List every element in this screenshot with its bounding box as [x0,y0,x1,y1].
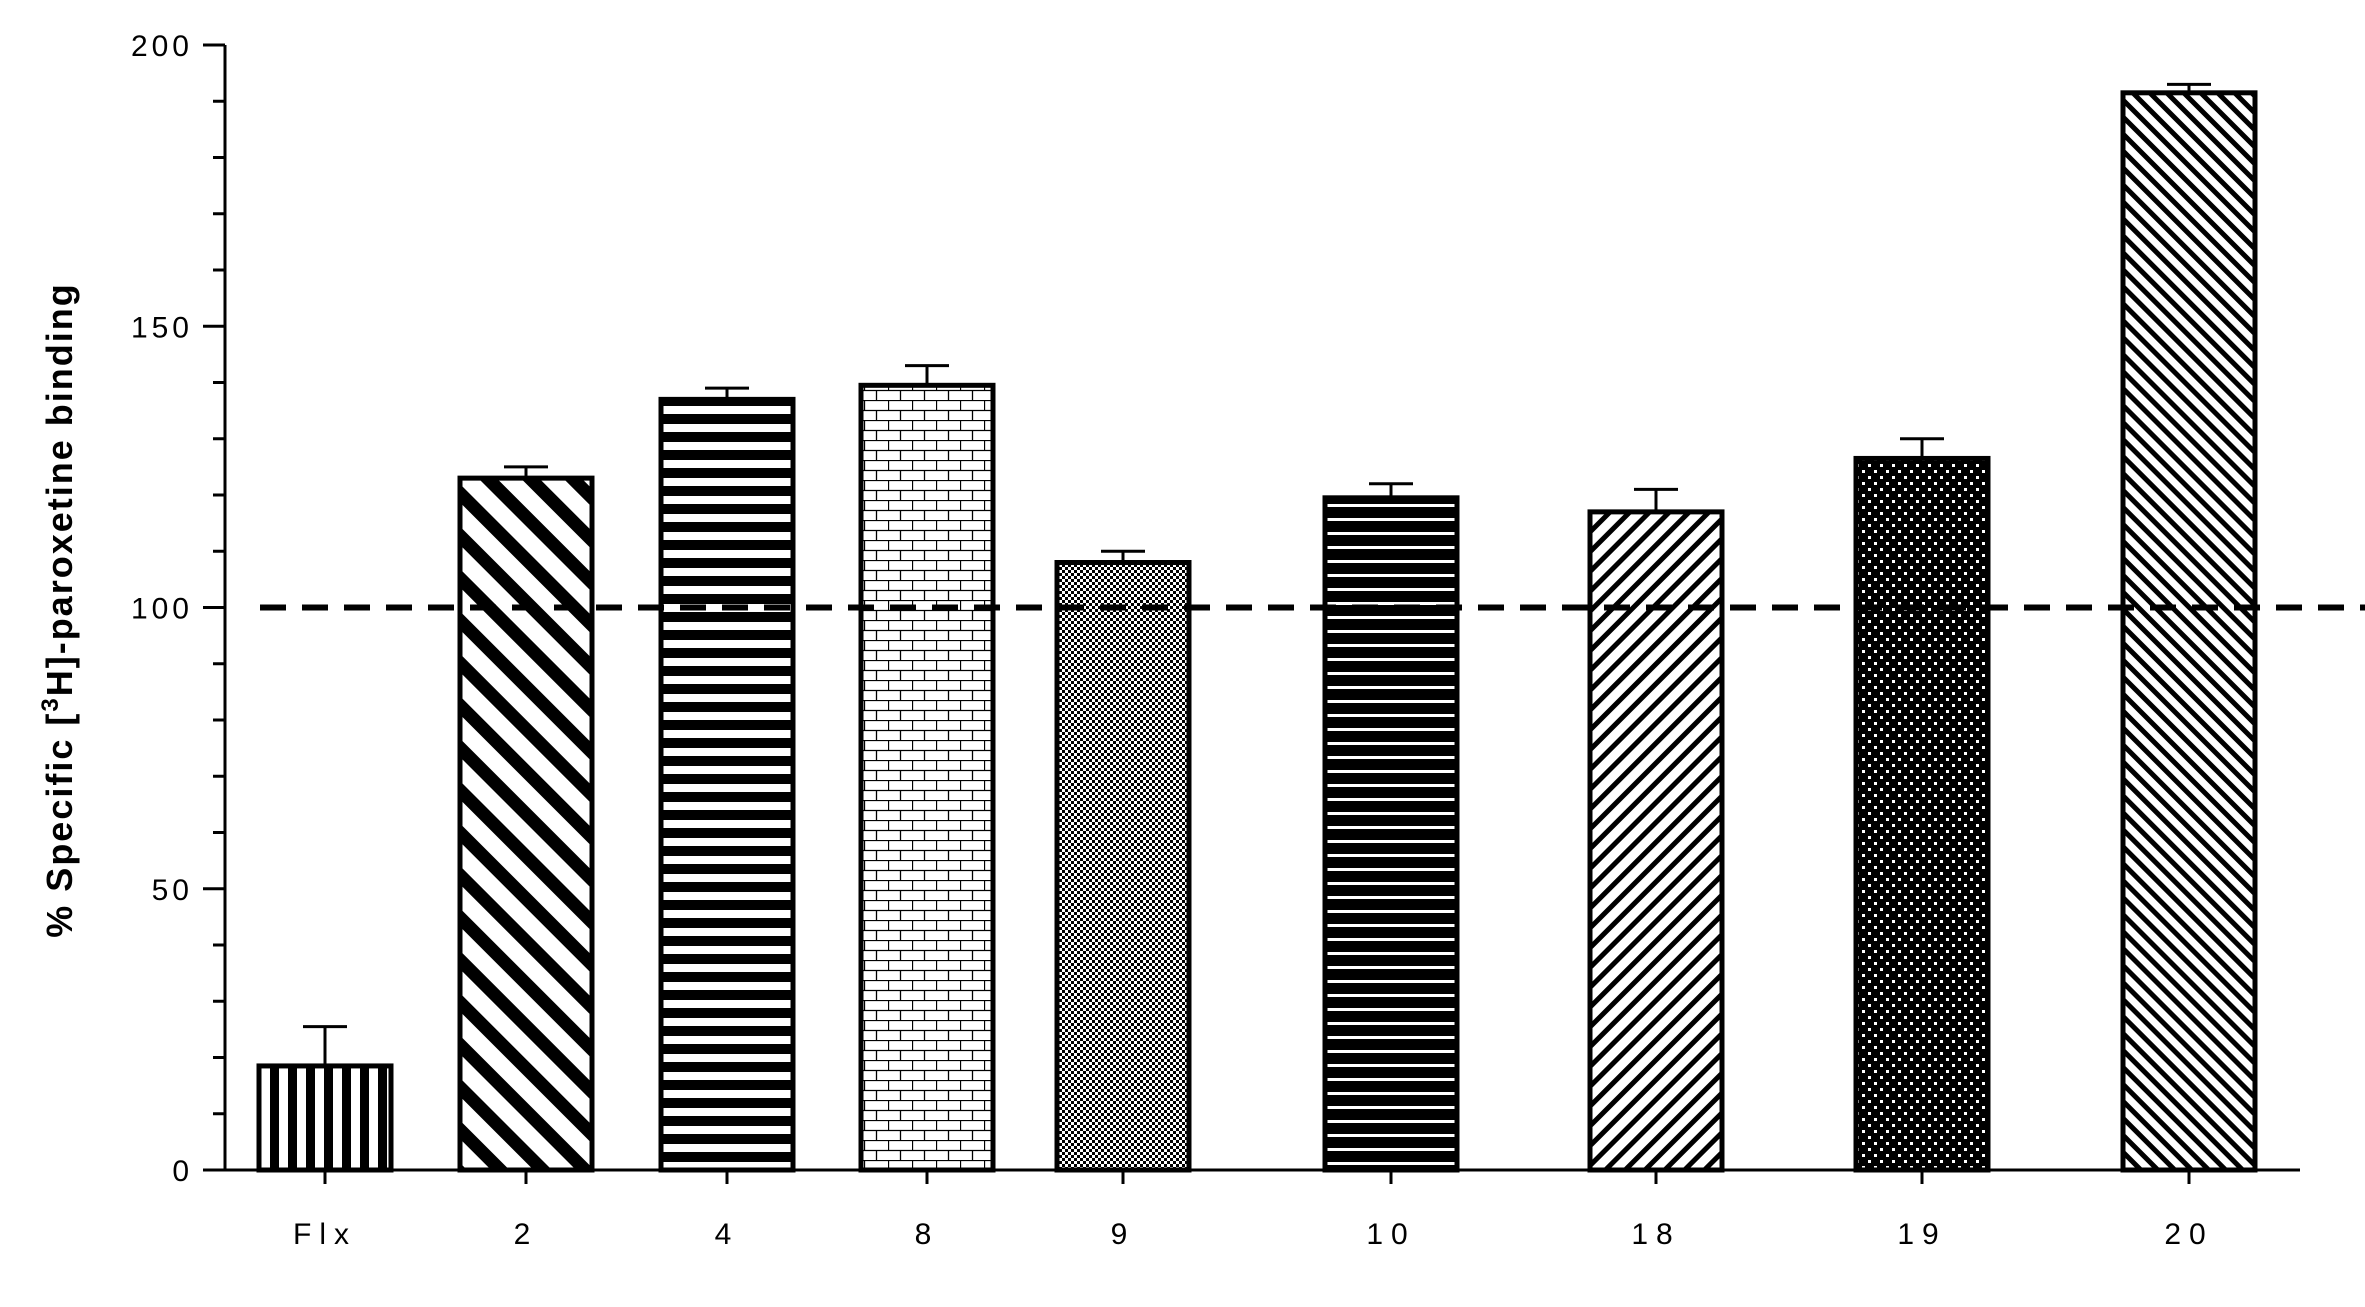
x-tick-label-20: 20 [2164,1218,2213,1251]
bar-2 [457,475,595,1173]
y-tick-label: 200 [131,30,193,63]
x-tick-label-18: 18 [1631,1218,1680,1251]
bar-10 [1322,495,1460,1173]
x-axis-ticks: Flx 2 4 8 9 10 18 19 20 [293,1170,2213,1251]
bars-group [256,90,2258,1173]
bar-18 [1587,509,1725,1173]
bar-20 [2120,90,2258,1173]
x-tick-label-Flx: Flx [293,1218,357,1251]
y-tick-label: 150 [131,311,193,344]
y-axis-label-part: % Specific [ [39,712,80,938]
x-tick-label-9: 9 [1111,1218,1136,1251]
y-tick-label: 50 [152,874,193,907]
x-tick-label-10: 10 [1366,1218,1415,1251]
y-axis-label-superscript: 3 [37,696,64,711]
bar-8 [858,382,996,1173]
x-tick-label-8: 8 [915,1218,940,1251]
error-bars-group [303,82,2211,1066]
y-tick-label: 100 [131,593,193,626]
bar-Flx [256,1063,394,1173]
y-axis-label-part: H]-paroxetine binding [39,282,80,696]
bar-4 [658,396,796,1173]
bar-19 [1853,455,1991,1173]
y-axis-label: % Specific [3H]-paroxetine binding [37,282,80,937]
y-axis-ticks: 0 50 100 150 200 [131,30,225,1188]
y-tick-label: 0 [172,1155,193,1188]
bar-9 [1054,560,1192,1173]
x-tick-label-4: 4 [715,1218,740,1251]
x-tick-label-19: 19 [1897,1218,1946,1251]
x-tick-label-2: 2 [514,1218,539,1251]
